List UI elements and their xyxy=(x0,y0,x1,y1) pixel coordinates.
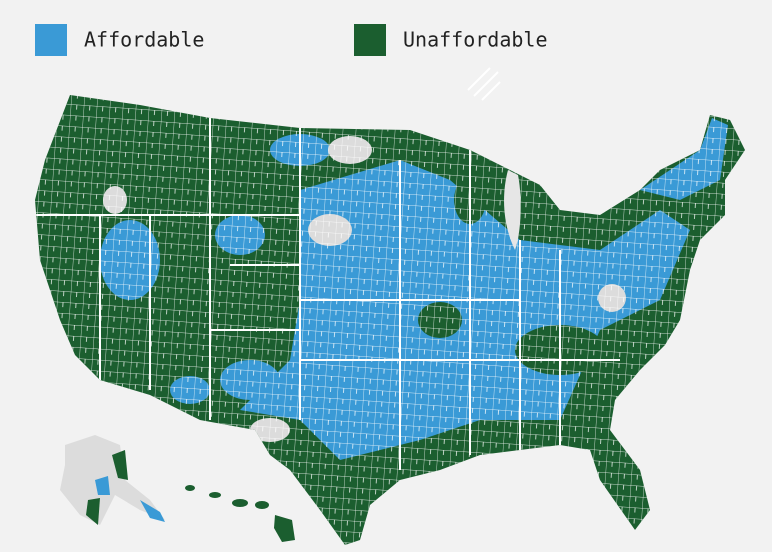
legend-label: Unaffordable xyxy=(403,28,548,52)
legend: Affordable Unaffordable xyxy=(35,24,548,56)
affordable-region xyxy=(95,476,110,495)
legend-swatch xyxy=(354,24,386,56)
hawaii xyxy=(185,485,295,542)
alaska xyxy=(60,435,165,525)
hatch-decoration xyxy=(467,67,501,101)
legend-swatch xyxy=(35,24,67,56)
us-map xyxy=(35,95,745,545)
lake-michigan xyxy=(504,170,521,250)
legend-label: Affordable xyxy=(84,28,204,52)
unaffordable-region xyxy=(86,498,100,525)
state-borders xyxy=(35,118,620,470)
affordable-region xyxy=(140,500,165,522)
unaffordable-region xyxy=(112,450,128,480)
